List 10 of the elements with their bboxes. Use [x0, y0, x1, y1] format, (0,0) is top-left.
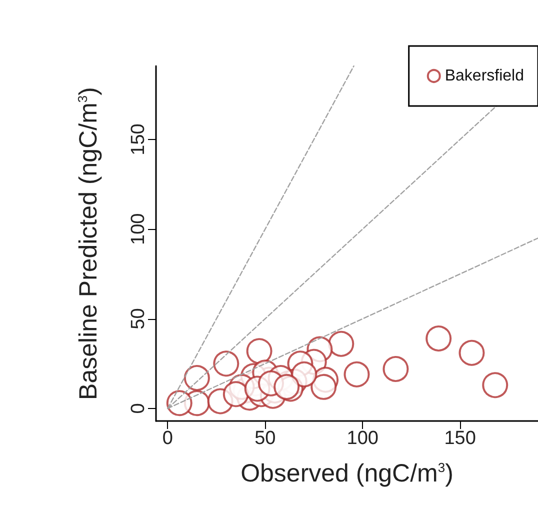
x-tick-label: 50: [254, 428, 276, 449]
y-tick-label: 150: [128, 124, 149, 156]
x-tick-label: 150: [444, 428, 476, 449]
y-axis-title: Baseline Predicted (ngC/m3): [74, 87, 102, 400]
y-tick-label: 0: [128, 403, 149, 414]
x-tick-label: 100: [346, 428, 378, 449]
x-tick-label: 0: [162, 428, 173, 449]
y-tick-label: 100: [128, 213, 149, 246]
legend-label: Bakersfield: [444, 68, 524, 84]
y-tick-label: 50: [128, 308, 149, 330]
